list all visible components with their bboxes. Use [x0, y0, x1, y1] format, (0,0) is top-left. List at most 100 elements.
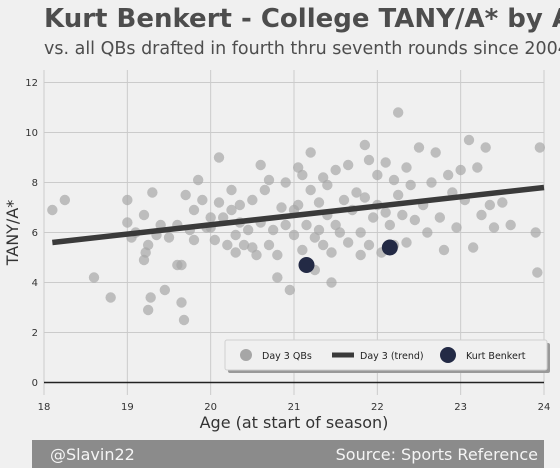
- qb-point: [372, 169, 383, 181]
- qb-point: [330, 164, 341, 176]
- qb-point: [467, 242, 479, 253]
- qb-point: [422, 227, 433, 238]
- x-tick-label: 24: [538, 402, 551, 413]
- qb-point: [138, 209, 150, 221]
- qb-point: [430, 147, 441, 158]
- x-tick-label: 23: [454, 402, 467, 413]
- qb-point: [122, 217, 133, 228]
- qb-point: [326, 277, 337, 288]
- qb-point: [276, 202, 287, 213]
- qb-point: [488, 222, 500, 233]
- qb-point: [305, 147, 316, 158]
- x-ticks: 18 19 20 21 22 23 24: [38, 402, 551, 413]
- qb-point: [497, 197, 508, 208]
- legend-label-trend: Day 3 (trend): [360, 351, 424, 362]
- x-tick-label: 21: [288, 402, 301, 413]
- qb-point: [267, 224, 279, 236]
- qb-point: [251, 249, 262, 261]
- qb-point: [230, 229, 241, 241]
- qb-point: [209, 234, 221, 246]
- qb-point: [59, 194, 71, 206]
- qb-point: [242, 224, 254, 236]
- qb-point: [159, 284, 171, 296]
- qb-point: [451, 222, 462, 233]
- qb-point: [234, 199, 246, 211]
- qb-point: [534, 142, 546, 153]
- qb-point: [226, 184, 237, 196]
- qb-point: [484, 199, 496, 211]
- y-tick-label: 4: [32, 278, 38, 289]
- qb-point: [142, 239, 154, 251]
- legend-marker-day3-qbs: [240, 349, 252, 361]
- qb-point: [434, 212, 446, 223]
- qb-point: [380, 157, 391, 168]
- qb-point: [188, 234, 200, 246]
- qb-point: [363, 239, 375, 251]
- x-tick-label: 22: [371, 402, 384, 413]
- qb-point: [47, 204, 58, 216]
- qb-point: [409, 214, 421, 226]
- qb-point: [317, 239, 329, 251]
- qb-point: [480, 142, 491, 153]
- qb-point: [145, 292, 156, 303]
- qb-point: [284, 284, 296, 296]
- qb-point: [342, 159, 354, 171]
- qb-point: [384, 219, 396, 231]
- qb-point: [392, 189, 404, 201]
- qb-point: [176, 297, 187, 308]
- qb-point: [401, 162, 412, 173]
- qb-point: [238, 239, 250, 251]
- x-tick-label: 19: [121, 402, 134, 413]
- legend-label-benkert: Kurt Benkert: [466, 351, 526, 362]
- y-tick-label: 12: [25, 78, 38, 89]
- qb-point: [247, 194, 258, 206]
- qb-point: [505, 219, 516, 231]
- qb-point: [213, 152, 225, 163]
- qb-point: [88, 272, 100, 283]
- qb-point: [326, 247, 337, 258]
- trend-line-segment: [52, 184, 545, 246]
- qb-point: [163, 232, 175, 243]
- qb-point: [313, 197, 325, 208]
- qb-point: [426, 177, 437, 188]
- qb-point: [380, 207, 391, 218]
- x-tick-label: 20: [204, 402, 217, 413]
- qb-point: [351, 187, 362, 198]
- y-tick-label: 2: [32, 328, 38, 339]
- qb-point: [288, 229, 300, 241]
- qb-point: [355, 227, 366, 238]
- qb-point: [342, 237, 354, 248]
- qb-point: [263, 174, 275, 186]
- qb-point: [392, 107, 404, 118]
- chart: Kurt Benkert - College TANY/A* by Age vs…: [3, 4, 560, 432]
- qb-point: [322, 179, 333, 191]
- qb-point: [263, 239, 275, 251]
- footer-source: Source: Sports Reference: [335, 444, 538, 464]
- y-axis-label: TANY/A*: [3, 200, 22, 267]
- benkert-point: [298, 257, 315, 273]
- qb-point: [530, 227, 541, 238]
- y-tick-label: 0: [32, 378, 38, 389]
- qb-point: [355, 249, 366, 261]
- qb-point: [476, 209, 487, 221]
- qb-point: [122, 194, 133, 206]
- qb-point: [413, 142, 425, 153]
- y-tick-label: 6: [32, 228, 38, 239]
- footer-bar: @Slavin22 Source: Sports Reference: [32, 440, 544, 468]
- legend-marker-benkert: [440, 347, 456, 363]
- qb-point: [178, 314, 190, 326]
- highlight-points: [298, 239, 398, 273]
- qb-point: [272, 272, 283, 283]
- qb-point: [463, 134, 475, 146]
- qb-point: [388, 174, 400, 186]
- x-tick-label: 18: [38, 402, 51, 413]
- qb-point: [197, 194, 208, 206]
- qb-point: [176, 259, 187, 271]
- qb-point: [230, 247, 241, 258]
- qb-point: [438, 244, 450, 256]
- qb-point: [213, 197, 225, 208]
- qb-point: [259, 184, 271, 196]
- qb-point: [338, 194, 350, 206]
- qb-point: [147, 187, 158, 198]
- footer-handle: @Slavin22: [50, 444, 135, 464]
